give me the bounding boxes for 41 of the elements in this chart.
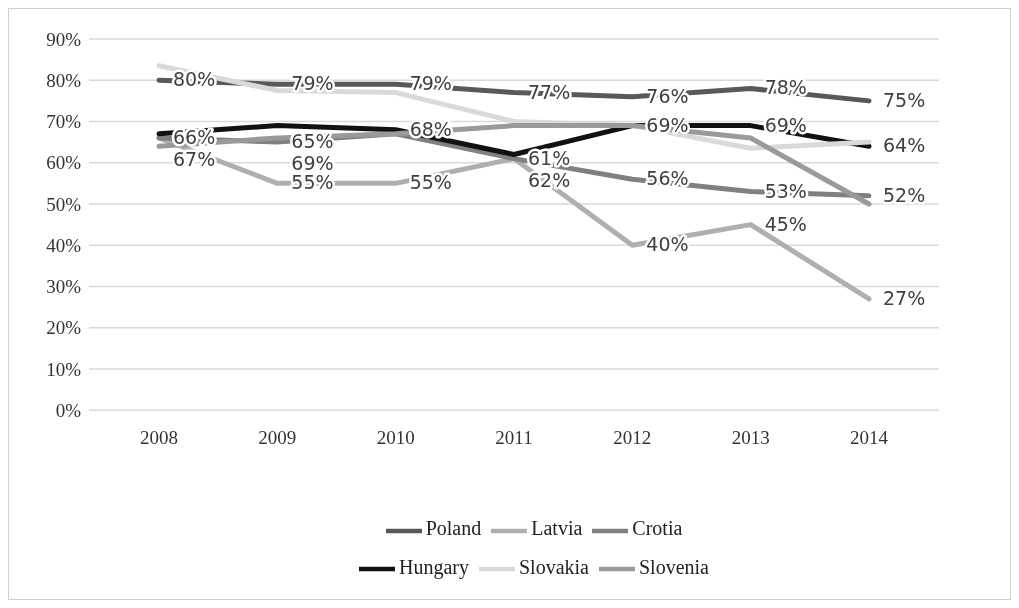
legend-label: Slovakia (518, 555, 589, 578)
y-tick-label: 0% (55, 399, 82, 421)
y-tick-label: 60% (46, 152, 82, 174)
data-label: 40% (646, 233, 689, 256)
data-label: 53% (764, 179, 807, 202)
data-label: 67% (173, 147, 216, 170)
x-tick-label: 2011 (495, 426, 533, 448)
data-label: 45% (764, 212, 807, 235)
x-tick-label: 2012 (613, 426, 652, 448)
y-tick-label: 80% (46, 69, 82, 91)
data-label: 69% (646, 113, 689, 136)
legend-label: Slovenia (638, 555, 709, 578)
data-label: 69% (764, 113, 807, 136)
data-label: 77% (528, 80, 571, 103)
x-tick-label: 2014 (850, 426, 889, 448)
legend-label: Latvia (531, 517, 583, 540)
data-label: 27% (883, 286, 926, 309)
y-tick-label: 50% (46, 193, 82, 215)
data-label: 75% (883, 88, 926, 111)
data-label: 68% (409, 117, 452, 140)
data-label: 61% (528, 146, 571, 169)
legend-label: Hungary (399, 555, 469, 578)
data-label: 52% (883, 183, 926, 206)
data-label: 76% (646, 84, 689, 107)
data-label: 79% (291, 72, 334, 95)
y-tick-label: 30% (46, 276, 82, 298)
legend-label: Crotia (632, 517, 683, 540)
x-tick-label: 2013 (731, 426, 770, 448)
y-tick-label: 90% (46, 28, 82, 50)
x-tick-label: 2009 (258, 426, 297, 448)
y-tick-label: 40% (46, 234, 82, 256)
data-label: 80% (173, 68, 216, 91)
legend-label: Poland (425, 517, 482, 540)
data-label: 64% (883, 134, 926, 157)
y-tick-label: 20% (46, 317, 82, 339)
data-label: 55% (409, 171, 452, 194)
x-tick-label: 2010 (376, 426, 415, 448)
y-tick-label: 10% (46, 358, 82, 380)
data-label: 62% (528, 168, 571, 191)
x-tick-label: 2008 (140, 426, 178, 448)
y-tick-label: 70% (46, 111, 82, 133)
